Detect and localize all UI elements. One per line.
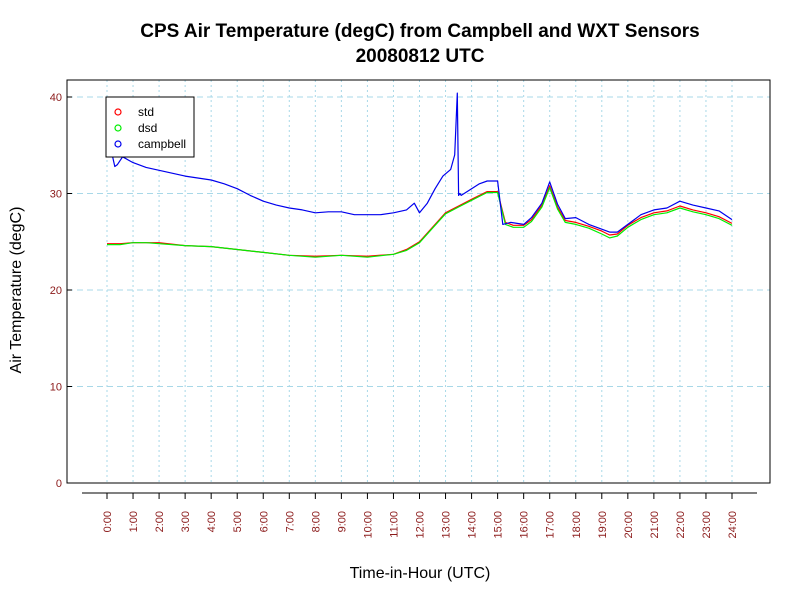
y-axis-title: Air Temperature (degC) [8,207,25,374]
legend-label-std: std [138,105,154,119]
legend: std dsd campbell [105,96,195,158]
legend-label-dsd: dsd [138,121,157,135]
y-tick-label: 10 [50,382,62,394]
y-tick-label: 30 [50,189,62,201]
legend-label-campbell: campbell [138,137,186,151]
y-tick-label: 0 [56,478,62,490]
y-tick-label: 20 [50,285,62,297]
x-tick-label: 22:00 [675,511,687,539]
y-axis: 0 10 20 30 40 [50,92,72,490]
chart-subtitle: 20080812 UTC [356,46,485,67]
x-tick-label: 8:00 [310,511,322,532]
x-tick-label: 11:00 [388,511,400,538]
legend-marker-dsd [114,124,122,132]
x-tick-label: 15:00 [493,511,505,539]
series-lines [106,92,733,258]
series-line-campbell [106,92,733,233]
x-tick-label: 1:00 [128,511,140,532]
x-tick-label: 21:00 [649,511,661,539]
series-line-dsd [107,187,733,258]
x-tick-label: 9:00 [336,511,348,532]
grid [67,80,770,483]
x-tick-label: 18:00 [571,511,583,539]
x-tick-label: 7:00 [284,511,296,532]
x-tick-label: 24:00 [727,511,739,539]
x-tick-label: 19:00 [597,511,609,539]
x-tick-label: 17:00 [545,511,557,539]
x-tick-label: 20:00 [623,511,635,539]
x-tick-label: 5:00 [232,511,244,532]
x-tick-label: 14:00 [467,511,479,539]
x-tick-label: 13:00 [441,511,453,539]
x-tick-label: 23:00 [701,511,713,539]
x-tick-label: 10:00 [362,511,374,539]
y-tick-label: 40 [50,92,62,104]
x-tick-label: 0:00 [102,511,114,532]
x-axis: 0:00 1:00 2:00 3:00 4:00 5:00 6:00 7:00 8:00 9:00… [82,492,757,539]
chart-title: CPS Air Temperature (degC) from Campbell… [140,21,700,42]
x-axis-title: Time-in-Hour (UTC) [350,565,491,582]
x-tick-label: 4:00 [206,511,218,532]
x-tick-label: 12:00 [415,511,427,539]
legend-marker-std [114,108,122,116]
plot-frame [66,79,771,484]
x-tick-label: 6:00 [258,511,270,532]
legend-marker-campbell [114,140,122,148]
x-tick-label: 2:00 [154,511,166,532]
x-tick-label: 3:00 [180,511,192,532]
x-tick-label: 16:00 [519,511,531,539]
